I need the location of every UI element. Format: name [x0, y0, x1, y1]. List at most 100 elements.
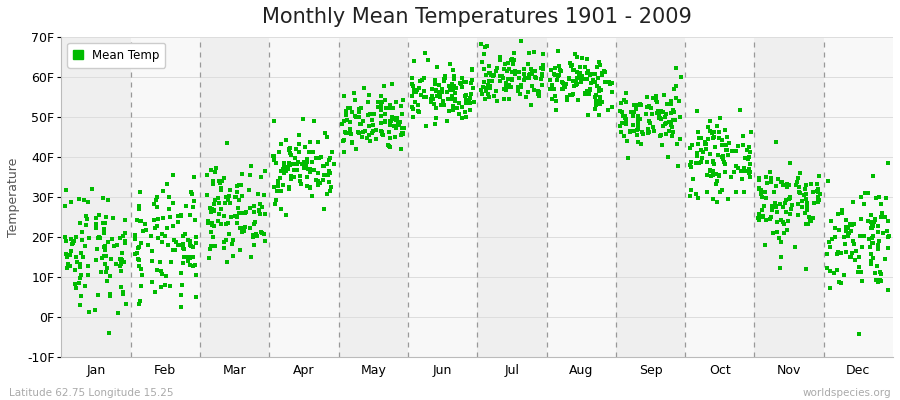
Point — [246, 234, 260, 240]
Point — [205, 222, 220, 228]
Point — [341, 105, 356, 112]
Point — [72, 275, 86, 281]
Point — [112, 256, 127, 262]
Point — [620, 138, 634, 144]
Point — [221, 231, 236, 238]
Point — [633, 101, 647, 108]
Point — [406, 114, 420, 120]
Text: worldspecies.org: worldspecies.org — [803, 388, 891, 398]
Point — [389, 98, 403, 105]
Point — [302, 166, 316, 172]
Point — [870, 279, 885, 285]
Point — [653, 132, 668, 138]
Point — [482, 63, 496, 70]
Point — [374, 103, 388, 109]
Point — [598, 68, 612, 75]
Point — [665, 106, 680, 113]
Point — [176, 232, 190, 239]
Point — [720, 134, 734, 140]
Point — [785, 202, 799, 208]
Point — [615, 109, 629, 115]
Point — [499, 83, 513, 90]
Point — [187, 173, 202, 180]
Point — [80, 199, 94, 205]
Point — [466, 99, 481, 105]
Point — [235, 171, 249, 177]
Point — [393, 146, 408, 152]
Point — [860, 190, 875, 196]
Point — [233, 210, 248, 216]
Point — [58, 234, 72, 241]
Point — [111, 310, 125, 316]
Point — [163, 214, 177, 220]
Point — [214, 221, 229, 227]
Point — [590, 64, 605, 70]
Point — [735, 176, 750, 182]
Point — [212, 180, 227, 186]
Point — [64, 248, 78, 254]
Point — [501, 66, 516, 72]
Point — [382, 102, 397, 108]
Point — [153, 259, 167, 266]
Point — [223, 214, 238, 220]
Point — [238, 210, 252, 217]
Point — [685, 142, 699, 148]
Point — [737, 166, 751, 172]
Point — [765, 203, 779, 209]
Point — [304, 193, 319, 200]
Point — [300, 159, 314, 166]
Point — [531, 91, 545, 98]
Point — [514, 38, 528, 44]
Point — [779, 208, 794, 215]
Point — [849, 248, 863, 254]
Point — [778, 200, 792, 206]
Bar — [546, 37, 616, 357]
Point — [338, 129, 352, 135]
Point — [791, 200, 806, 207]
Point — [186, 244, 201, 250]
Point — [231, 205, 246, 212]
Point — [627, 102, 642, 108]
Point — [691, 129, 706, 136]
Bar — [477, 37, 546, 357]
Point — [594, 87, 608, 93]
Point — [161, 205, 176, 212]
Point — [464, 80, 478, 86]
Point — [616, 112, 631, 119]
Point — [395, 130, 410, 136]
Point — [351, 129, 365, 136]
Point — [480, 84, 494, 91]
Point — [582, 86, 597, 93]
Point — [703, 167, 717, 173]
Point — [238, 208, 253, 215]
Text: Latitude 62.75 Longitude 15.25: Latitude 62.75 Longitude 15.25 — [9, 388, 174, 398]
Point — [175, 282, 189, 288]
Point — [98, 220, 112, 226]
Point — [266, 118, 281, 124]
Point — [322, 154, 337, 161]
Point — [482, 70, 497, 76]
Point — [475, 90, 490, 97]
Point — [655, 142, 670, 148]
Point — [716, 142, 730, 148]
Point — [362, 122, 376, 129]
Point — [434, 102, 448, 108]
Point — [631, 114, 645, 121]
Point — [649, 93, 663, 100]
Point — [626, 112, 641, 119]
Point — [212, 178, 226, 184]
Point — [580, 76, 594, 82]
Point — [631, 121, 645, 128]
Point — [114, 261, 129, 267]
Point — [863, 244, 878, 250]
Point — [504, 83, 518, 90]
Point — [151, 235, 166, 241]
Point — [502, 82, 517, 88]
Point — [650, 99, 664, 106]
Point — [500, 84, 514, 90]
Point — [238, 224, 252, 231]
Point — [715, 186, 729, 193]
Point — [592, 94, 607, 100]
Point — [242, 187, 256, 193]
Point — [797, 210, 812, 217]
